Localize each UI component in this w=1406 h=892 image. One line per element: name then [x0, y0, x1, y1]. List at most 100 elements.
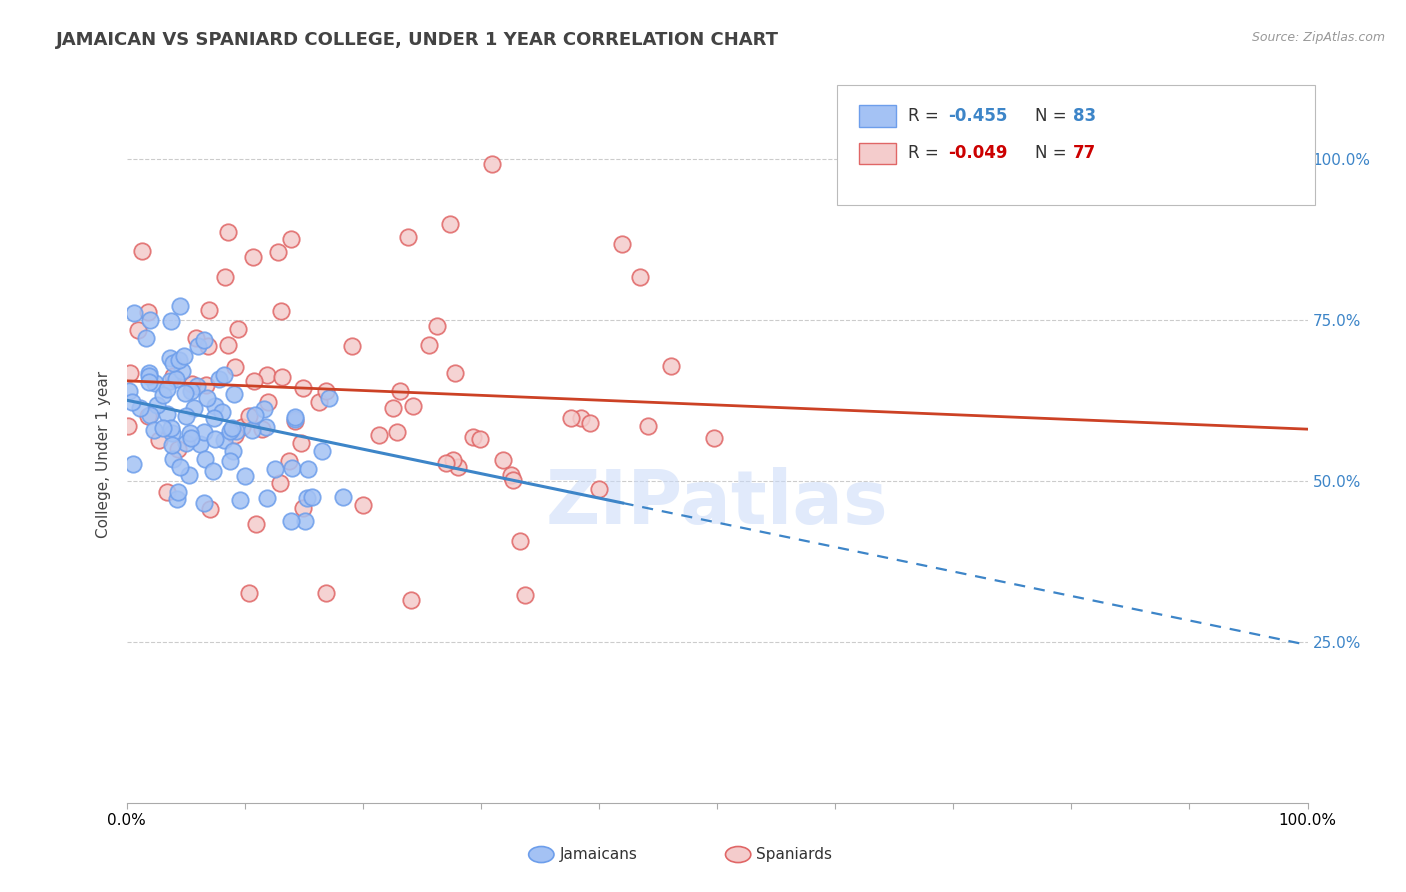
- Point: [280, 232, 302, 246]
- Point: [156, 408, 179, 422]
- Point: [281, 461, 304, 475]
- Point: [167, 442, 190, 457]
- Point: [148, 433, 170, 447]
- Point: [174, 436, 197, 450]
- Text: Jamaicans: Jamaicans: [560, 847, 637, 862]
- Point: [224, 386, 246, 401]
- Point: [128, 401, 150, 416]
- Point: [138, 375, 160, 389]
- Point: [179, 426, 201, 441]
- Point: [292, 500, 315, 515]
- Point: [318, 392, 340, 406]
- Point: [439, 217, 461, 231]
- Point: [225, 424, 247, 438]
- Point: [426, 319, 449, 334]
- Point: [264, 461, 287, 475]
- Point: [252, 402, 274, 417]
- Point: [292, 381, 315, 395]
- Point: [121, 394, 143, 409]
- Point: [173, 385, 195, 400]
- Point: [197, 391, 219, 405]
- Point: [560, 411, 582, 425]
- Point: [222, 444, 245, 458]
- Point: [256, 368, 278, 382]
- Point: [183, 401, 205, 415]
- Point: [174, 409, 197, 423]
- Point: [245, 409, 267, 423]
- Point: [143, 424, 166, 438]
- Point: [468, 432, 491, 446]
- Point: [240, 423, 263, 437]
- Point: [162, 369, 184, 384]
- Point: [152, 421, 174, 435]
- Point: [162, 452, 184, 467]
- Point: [131, 244, 153, 258]
- Point: [509, 533, 531, 548]
- Point: [156, 484, 179, 499]
- Point: [177, 467, 200, 482]
- Point: [146, 398, 169, 412]
- Point: [201, 464, 224, 478]
- Point: [266, 244, 288, 259]
- Point: [301, 490, 323, 504]
- Point: [229, 493, 252, 508]
- Point: [277, 454, 299, 468]
- Text: R =: R =: [908, 145, 945, 162]
- Point: [368, 428, 391, 442]
- Point: [588, 482, 610, 496]
- Point: [269, 476, 291, 491]
- Point: [443, 366, 465, 380]
- Point: [297, 491, 319, 506]
- Point: [200, 501, 222, 516]
- Text: Source: ZipAtlas.com: Source: ZipAtlas.com: [1251, 31, 1385, 45]
- Point: [284, 412, 307, 426]
- Text: N =: N =: [1035, 107, 1071, 125]
- Point: [139, 408, 162, 422]
- Point: [628, 269, 651, 284]
- Point: [159, 351, 181, 365]
- Point: [418, 338, 440, 352]
- Point: [242, 250, 264, 264]
- Point: [136, 409, 159, 423]
- Text: 83: 83: [1073, 107, 1095, 125]
- Point: [254, 420, 277, 434]
- Text: 77: 77: [1073, 145, 1097, 162]
- Point: [118, 384, 141, 398]
- Point: [167, 352, 190, 367]
- Point: [238, 409, 260, 424]
- Point: [610, 237, 633, 252]
- Point: [122, 457, 145, 471]
- Point: [271, 369, 294, 384]
- Point: [195, 378, 218, 392]
- Point: [162, 426, 184, 441]
- Point: [181, 376, 204, 391]
- Point: [208, 372, 231, 386]
- Point: [311, 444, 333, 458]
- Point: [219, 453, 242, 467]
- Point: [186, 378, 208, 392]
- Point: [169, 459, 191, 474]
- Point: [387, 425, 409, 439]
- Point: [388, 384, 411, 399]
- Point: [224, 360, 246, 375]
- Point: [117, 418, 139, 433]
- Point: [156, 382, 179, 396]
- Point: [212, 433, 235, 447]
- Text: R =: R =: [908, 107, 945, 125]
- Point: [186, 339, 208, 353]
- Point: [294, 514, 316, 528]
- Point: [340, 339, 363, 353]
- Point: [226, 322, 249, 336]
- Point: [297, 461, 319, 475]
- Point: [193, 333, 215, 347]
- Point: [250, 422, 273, 436]
- Point: [502, 473, 524, 487]
- Point: [579, 417, 602, 431]
- Point: [492, 452, 515, 467]
- Point: [245, 516, 267, 531]
- Point: [402, 399, 425, 413]
- Point: [352, 498, 374, 512]
- Point: [122, 306, 145, 320]
- Point: [204, 432, 226, 446]
- Point: [159, 374, 181, 388]
